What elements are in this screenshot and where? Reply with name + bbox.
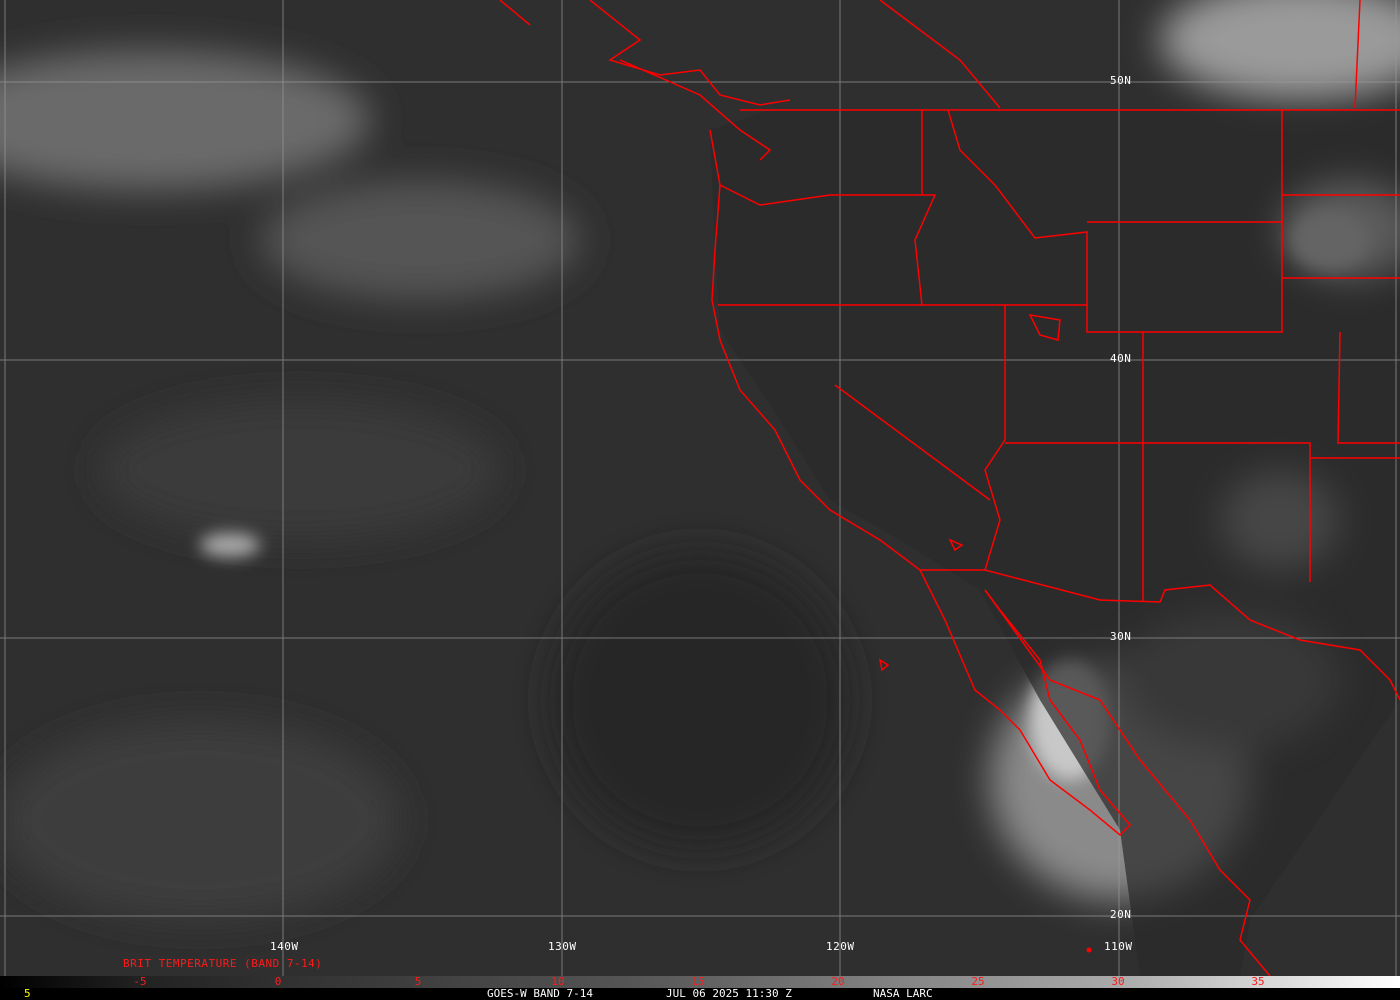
lat-label-40n: 40N: [1110, 352, 1132, 365]
lon-label-130w: 130W: [548, 940, 577, 953]
colorbar-tick: 5: [414, 975, 422, 988]
colorbar-tick: 15: [691, 975, 705, 988]
colorbar-tick: 0: [274, 975, 282, 988]
map-imagery: [0, 0, 1400, 976]
colorbar-tick: 10: [551, 975, 565, 988]
lat-label-50n: 50N: [1110, 74, 1132, 87]
colorbar-tick: 30: [1111, 975, 1125, 988]
lon-label-110w: 110W: [1104, 940, 1133, 953]
colorbar-tick: 25: [971, 975, 985, 988]
legend-title: BRIT TEMPERATURE (BAND 7-14): [123, 957, 323, 970]
frame-number: 5: [24, 987, 31, 1000]
lon-label-140w: 140W: [270, 940, 299, 953]
colorbar-tick: 20: [831, 975, 845, 988]
lat-label-20n: 20N: [1110, 908, 1132, 921]
satellite-band: GOES-W BAND 7-14: [487, 987, 593, 1000]
graticule: [0, 0, 1400, 976]
colorbar: [0, 976, 1400, 988]
image-source: NASA LARC: [873, 987, 933, 1000]
colorbar-tick: -5: [133, 975, 147, 988]
political-borders: [499, 0, 1400, 976]
lon-label-120w: 120W: [826, 940, 855, 953]
image-datetime: JUL 06 2025 11:30 Z: [666, 987, 792, 1000]
lat-label-30n: 30N: [1110, 630, 1132, 643]
footer-bar: [0, 988, 1400, 1000]
colorbar-tick: 35: [1251, 975, 1265, 988]
